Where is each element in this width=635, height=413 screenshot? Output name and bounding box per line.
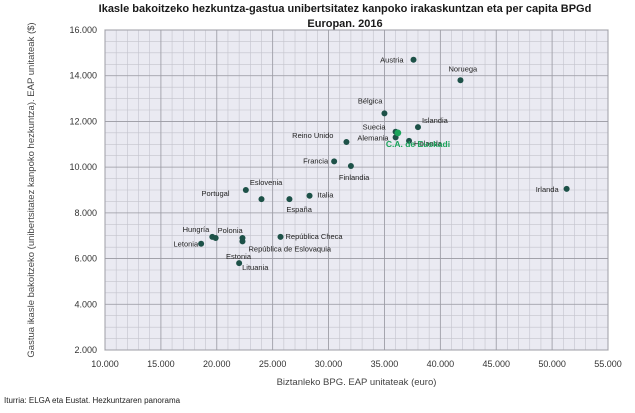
point-label-portugal: Portugal bbox=[202, 189, 230, 198]
x-tick-label: 40.000 bbox=[427, 359, 455, 369]
point-label-eslovenia: Eslovenia bbox=[250, 178, 283, 187]
point-francia bbox=[331, 158, 338, 165]
x-tick-label: 10.000 bbox=[91, 359, 119, 369]
point-label-letonia: Letonia bbox=[174, 240, 199, 249]
point-label-estonia: Estonia bbox=[226, 252, 252, 261]
x-tick-label: 55.000 bbox=[594, 359, 622, 369]
point-label-c-a-de-euskadi: C.A. de Euskadi bbox=[386, 139, 450, 149]
point-estonia bbox=[239, 235, 246, 241]
point-holanda bbox=[406, 137, 413, 144]
point-letonia bbox=[198, 240, 205, 247]
y-tick-label: 12.000 bbox=[69, 116, 97, 126]
point-label-irlanda: Irlanda bbox=[536, 185, 560, 194]
x-tick-label: 15.000 bbox=[147, 359, 175, 369]
point-label-suecia: Suecia bbox=[363, 123, 387, 132]
y-tick-label: 14.000 bbox=[69, 71, 97, 81]
point-eslovenia bbox=[242, 187, 249, 193]
point-label-belgica: Bélgica bbox=[358, 96, 383, 105]
point-c-a-de-euskadi bbox=[394, 129, 402, 137]
x-axis-label: Biztanleko BPG. EAP unitateak (euro) bbox=[277, 377, 437, 388]
y-tick-label: 4.000 bbox=[74, 299, 97, 309]
point-label-noruega: Noruega bbox=[448, 64, 478, 73]
point-republica-checa bbox=[277, 233, 284, 240]
point-label-polonia: Polonia bbox=[218, 226, 244, 235]
y-tick-label: 8.000 bbox=[74, 208, 97, 218]
point-label-republica-checa: República Checa bbox=[285, 232, 343, 241]
point-irlanda bbox=[563, 185, 570, 192]
y-tick-label: 2.000 bbox=[74, 345, 97, 355]
point-label-holanda: Holanda bbox=[414, 139, 443, 148]
point-label-finlandia: Finlandia bbox=[339, 173, 370, 182]
y-axis-ticks: 2.000 4.000 6.000 8.000 10.000 12.000 14.000 16… bbox=[69, 25, 97, 355]
point-belgica bbox=[381, 110, 388, 117]
x-tick-label: 25.000 bbox=[259, 359, 287, 369]
point-label-republica-de-eslovaquia: República de Eslovaquia bbox=[248, 244, 331, 253]
point-islandia bbox=[414, 124, 421, 131]
point-label-alemania: Alemania bbox=[357, 133, 389, 142]
point-austria bbox=[410, 56, 417, 63]
point-reino-unido bbox=[343, 139, 350, 145]
source-note: Iturria: ELGA eta Eustat. Hezkuntzaren p… bbox=[4, 396, 181, 405]
x-tick-label: 45.000 bbox=[482, 359, 510, 369]
y-axis-label: Gastua ikasle bakoitzeko (unibertsitatez… bbox=[26, 22, 37, 357]
point-portugal bbox=[258, 196, 265, 203]
point-label-reino-unido: Reino Unido bbox=[292, 131, 333, 140]
y-tick-label: 16.000 bbox=[69, 25, 97, 35]
x-tick-label: 30.000 bbox=[315, 359, 343, 369]
point-label-lituania: Lituania bbox=[242, 263, 269, 272]
point-lituania bbox=[236, 260, 243, 267]
x-tick-label: 50.000 bbox=[538, 359, 566, 369]
grid-lines bbox=[104, 29, 609, 351]
point-label-italia: Italia bbox=[318, 191, 335, 200]
point-labels: Austria Noruega Bélgica Islandia Suecia Reino… bbox=[174, 56, 560, 272]
y-tick-label: 10.000 bbox=[69, 162, 97, 172]
point-italia bbox=[306, 192, 313, 199]
point-label-hungria: Hungría bbox=[183, 225, 211, 234]
data-points bbox=[198, 56, 570, 267]
point-label-islandia: Islandia bbox=[422, 116, 449, 125]
point-espana bbox=[286, 196, 293, 203]
point-label-austria: Austria bbox=[380, 56, 404, 65]
y-tick-label: 6.000 bbox=[74, 254, 97, 264]
chart-title: Ikasle bakoitzeko hezkuntza-gastua unibe… bbox=[98, 3, 592, 30]
x-tick-label: 35.000 bbox=[371, 359, 399, 369]
point-polonia bbox=[212, 235, 219, 241]
point-label-espana: España bbox=[286, 205, 312, 214]
x-axis-ticks: 10.000 15.000 20.000 25.000 30.000 35.000 40.0… bbox=[91, 359, 622, 369]
point-finlandia bbox=[347, 163, 354, 169]
x-tick-label: 20.000 bbox=[203, 359, 231, 369]
point-label-francia: Francia bbox=[303, 156, 329, 165]
point-noruega bbox=[457, 77, 464, 84]
